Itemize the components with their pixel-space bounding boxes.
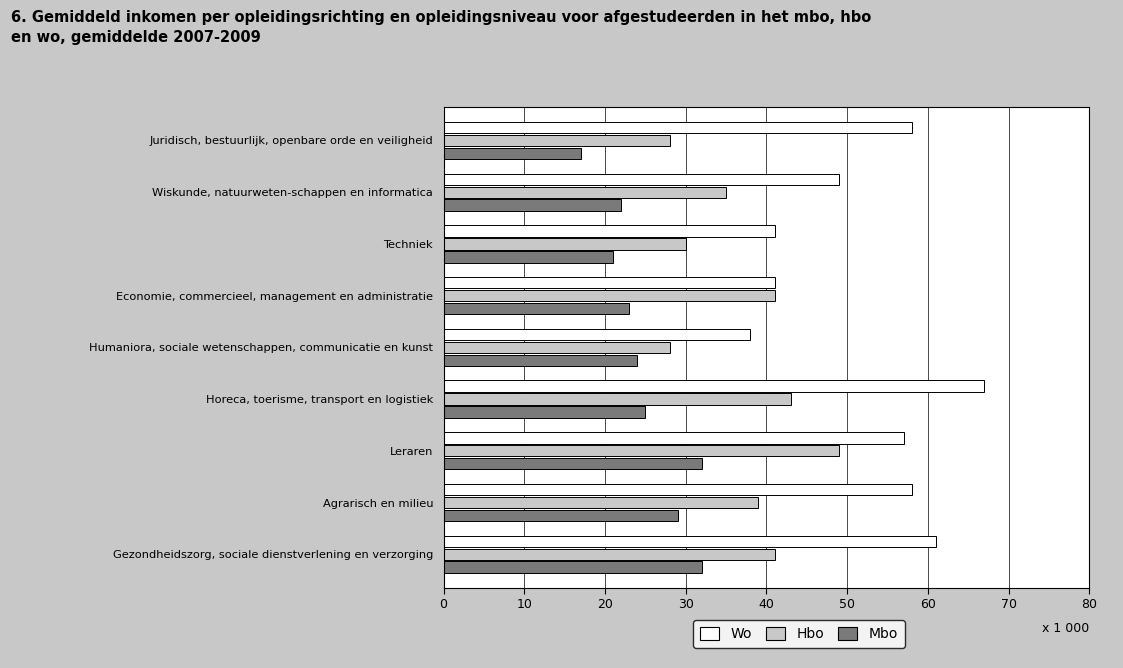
Bar (444, 122, 912, 133)
Bar (444, 303, 629, 314)
Bar (444, 432, 904, 444)
Bar (444, 277, 775, 289)
Bar (444, 393, 791, 405)
Bar (444, 458, 702, 470)
Bar (444, 251, 613, 263)
Bar (444, 484, 912, 495)
Bar (444, 186, 727, 198)
Bar (444, 445, 839, 456)
Bar (444, 290, 775, 301)
Bar (444, 381, 985, 392)
Bar (444, 562, 702, 573)
Text: en wo, gemiddelde 2007-2009: en wo, gemiddelde 2007-2009 (11, 30, 261, 45)
Text: x 1 000: x 1 000 (1042, 621, 1089, 635)
Text: 6. Gemiddeld inkomen per opleidingsrichting en opleidingsniveau voor afgestudeer: 6. Gemiddeld inkomen per opleidingsricht… (11, 10, 871, 25)
Bar (444, 329, 750, 340)
Bar (444, 355, 638, 366)
Bar (444, 135, 669, 146)
Bar (444, 536, 935, 547)
Bar (444, 225, 775, 236)
Bar (444, 548, 775, 560)
Bar (444, 238, 686, 250)
Bar (444, 174, 839, 185)
Bar (444, 510, 677, 521)
Bar (444, 406, 646, 418)
Bar (444, 497, 758, 508)
Bar (444, 200, 621, 211)
Bar (444, 148, 581, 159)
Bar (444, 341, 669, 353)
Legend: Wo, Hbo, Mbo: Wo, Hbo, Mbo (693, 620, 905, 648)
